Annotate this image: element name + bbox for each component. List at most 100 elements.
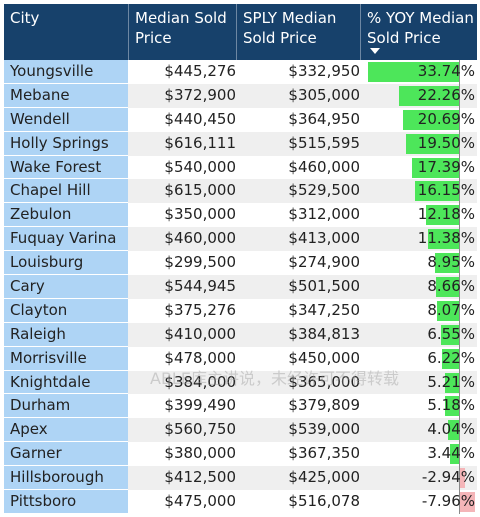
table-row[interactable]: Chapel Hill $615,000 $529,500 16.15%: [4, 179, 477, 204]
yoy-median-sold-price-cell: 8.07%: [427, 300, 475, 319]
median-sold-price-cell: $475,000: [164, 492, 236, 511]
yoy-median-sold-price-cell: 20.69%: [417, 109, 475, 128]
median-sold-price-cell: $299,500: [164, 253, 236, 272]
median-sold-price-cell: $544,945: [164, 277, 236, 296]
yoy-data-bar: [445, 396, 459, 417]
city-cell: Wendell: [4, 107, 128, 132]
yoy-median-sold-price-cell: 16.15%: [417, 181, 475, 200]
table-row[interactable]: Fuquay Varina $460,000 $413,000 11.38%: [4, 227, 477, 252]
yoy-median-sold-price-cell: 6.22%: [427, 348, 475, 367]
city-cell: Wake Forest: [4, 155, 128, 180]
column-header-yoy-median-sold-price[interactable]: % YOY Median Sold Price: [367, 9, 474, 47]
table-row[interactable]: Durham $399,490 $379,809 5.18%: [4, 394, 477, 419]
yoy-median-sold-price-cell: -7.96%: [421, 492, 475, 511]
median-sold-price-cell: $460,000: [164, 229, 236, 248]
yoy-median-sold-price-cell: 4.04%: [427, 420, 475, 439]
city-cell: Garner: [4, 442, 128, 467]
table-row[interactable]: Hillsborough $412,500 $425,000 -2.94%: [4, 466, 477, 491]
table-row[interactable]: Knightdale $384,000 $365,000 5.21%: [4, 370, 477, 395]
yoy-median-sold-price-cell: 8.95%: [427, 253, 475, 272]
median-sold-price-cell: $375,276: [164, 300, 236, 319]
data-bar-axis: [459, 131, 460, 156]
table-row[interactable]: Zebulon $350,000 $312,000 12.18%: [4, 203, 477, 228]
sply-median-sold-price-cell: $312,000: [288, 205, 360, 224]
yoy-data-bar: [426, 205, 459, 226]
median-sold-price-cell: $440,450: [164, 109, 236, 128]
yoy-data-bar: [449, 444, 459, 465]
yoy-median-sold-price-cell: 3.44%: [427, 444, 475, 463]
median-sold-price-cell: $615,000: [164, 181, 236, 200]
median-sold-price-cell: $445,276: [164, 62, 236, 80]
data-bar-axis: [459, 60, 460, 84]
sply-median-sold-price-cell: $450,000: [288, 348, 360, 367]
column-header-sply-median-sold-price[interactable]: SPLY Median Sold Price: [243, 9, 337, 47]
yoy-data-bar: [448, 420, 459, 441]
column-header-city[interactable]: City: [10, 9, 40, 27]
sply-median-sold-price-cell: $274,900: [288, 253, 360, 272]
data-bar-axis: [459, 227, 460, 252]
column-header-median-sold-price[interactable]: Median Sold Price: [135, 9, 227, 47]
city-cell: Morrisville: [4, 346, 128, 371]
data-bar-axis: [459, 322, 460, 347]
median-sold-price-cell: $412,500: [164, 468, 236, 487]
table-row[interactable]: Louisburg $299,500 $274,900 8.95%: [4, 251, 477, 276]
data-bar-axis: [459, 442, 460, 467]
table-row[interactable]: Pittsboro $475,000 $516,078 -7.96%: [4, 490, 477, 514]
data-bar-axis: [459, 298, 460, 323]
yoy-median-sold-price-cell: 5.21%: [427, 372, 475, 391]
median-sold-price-cell: $410,000: [164, 324, 236, 343]
yoy-data-bar: [441, 324, 459, 345]
data-bar-axis: [459, 107, 460, 132]
table-row[interactable]: Raleigh $410,000 $384,813 6.55%: [4, 322, 477, 347]
yoy-data-bar: [434, 253, 459, 274]
data-bar-axis: [459, 394, 460, 419]
yoy-data-bar: [437, 300, 459, 321]
sply-median-sold-price-cell: $384,813: [288, 324, 360, 343]
sply-median-sold-price-cell: $413,000: [288, 229, 360, 248]
table-row[interactable]: Apex $560,750 $539,000 4.04%: [4, 418, 477, 443]
city-cell: Chapel Hill: [4, 179, 128, 204]
table-row[interactable]: Wake Forest $540,000 $460,000 17.39%: [4, 155, 477, 180]
yoy-data-bar: [435, 277, 459, 298]
table-row[interactable]: Morrisville $478,000 $450,000 6.22%: [4, 346, 477, 371]
city-cell: Knightdale: [4, 370, 128, 395]
data-bar-axis: [459, 83, 460, 108]
data-bar-axis: [459, 203, 460, 228]
city-cell: Durham: [4, 394, 128, 419]
city-cell: Fuquay Varina: [4, 227, 128, 252]
table-row[interactable]: Holly Springs $616,111 $515,595 19.50%: [4, 131, 477, 156]
yoy-median-sold-price-cell: 12.18%: [417, 205, 475, 224]
sply-median-sold-price-cell: $529,500: [288, 181, 360, 200]
city-cell: Apex: [4, 418, 128, 443]
table-row[interactable]: Wendell $440,450 $364,950 20.69%: [4, 107, 477, 132]
yoy-median-sold-price-cell: 19.50%: [417, 133, 475, 152]
table-row[interactable]: Garner $380,000 $367,350 3.44%: [4, 442, 477, 467]
city-cell: Clayton: [4, 298, 128, 323]
sply-median-sold-price-cell: $364,950: [288, 109, 360, 128]
table-row[interactable]: Clayton $375,276 $347,250 8.07%: [4, 298, 477, 323]
yoy-data-bar: [459, 492, 475, 513]
data-bar-axis: [459, 251, 460, 276]
city-cell: Zebulon: [4, 203, 128, 228]
table-row[interactable]: Cary $544,945 $501,500 8.66%: [4, 275, 477, 299]
median-sold-price-cell: $540,000: [164, 157, 236, 176]
yoy-median-sold-price-cell: 8.66%: [427, 277, 475, 296]
city-cell: Youngsville: [4, 60, 128, 84]
sply-median-sold-price-cell: $501,500: [288, 277, 360, 296]
sply-median-sold-price-cell: $367,350: [288, 444, 360, 463]
yoy-median-sold-price-cell: 6.55%: [427, 324, 475, 343]
data-bar-axis: [459, 179, 460, 204]
city-cell: Hillsborough: [4, 466, 128, 491]
yoy-data-bar: [428, 229, 459, 250]
table-header: City Median Sold Price SPLY Median Sold …: [4, 4, 477, 60]
median-sold-price-cell: $616,111: [164, 133, 236, 152]
sply-median-sold-price-cell: $515,595: [288, 133, 360, 152]
table-row[interactable]: Mebane $372,900 $305,000 22.26%: [4, 83, 477, 108]
table-row[interactable]: Youngsville $445,276 $332,950 33.74%: [4, 60, 477, 84]
city-cell: Pittsboro: [4, 490, 128, 514]
yoy-median-sold-price-cell: 17.39%: [417, 157, 475, 176]
data-bar-axis: [459, 490, 460, 514]
yoy-data-bar: [398, 85, 459, 106]
yoy-median-sold-price-cell: 22.26%: [417, 85, 475, 104]
sply-median-sold-price-cell: $516,078: [288, 492, 360, 511]
